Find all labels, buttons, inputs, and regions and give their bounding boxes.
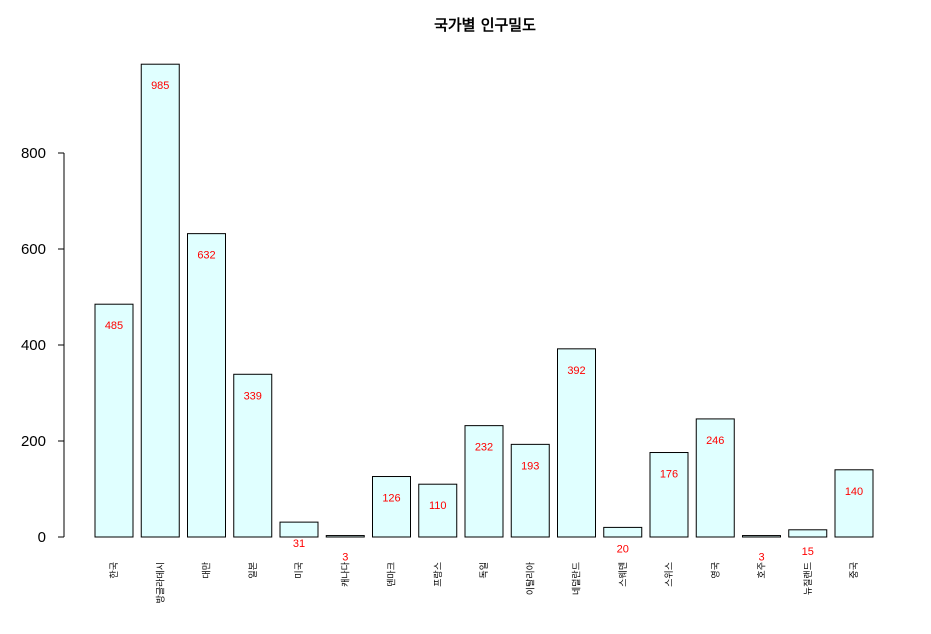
- x-tick-label: 스위스: [664, 562, 675, 587]
- bar: [372, 476, 411, 538]
- bar: [187, 233, 226, 538]
- data-label: 176: [660, 469, 678, 481]
- data-label: 232: [475, 442, 493, 454]
- x-tick-labels-group: 한국 방글라데시 대만 일본 미국 캐나다 덴마크 프랑스 독일 이탈리아 네덜란드 스웨덴 스위스 영국…: [109, 561, 860, 603]
- data-label: 485: [105, 320, 123, 332]
- data-label: 31: [293, 538, 305, 550]
- data-label: 3: [758, 552, 764, 564]
- x-tick-label: 일본: [248, 562, 259, 579]
- data-label: 15: [802, 546, 814, 558]
- data-labels-group: 485 985 632 339 31 3 126 110 232 193 392 20 176 246 3 1…: [105, 80, 863, 563]
- x-tick-label: 뉴질랜드: [802, 562, 814, 595]
- x-tick-label: 네덜란드: [571, 562, 583, 595]
- bar: [649, 452, 689, 538]
- bar: [834, 469, 874, 538]
- bar: [418, 483, 458, 538]
- x-tick-label: 대만: [202, 562, 213, 579]
- bar: [464, 425, 504, 538]
- data-label: 110: [429, 500, 447, 512]
- x-tick-label: 덴마크: [387, 562, 398, 587]
- x-tick-label: 독일: [479, 562, 490, 579]
- y-axis: 0 200 400 600 800: [21, 145, 65, 546]
- bar: [695, 418, 735, 538]
- bar: [510, 443, 550, 538]
- y-tick-label: 200: [21, 433, 46, 450]
- y-tick-label: 0: [38, 529, 46, 546]
- bar: [557, 348, 596, 538]
- x-tick-label: 중국: [849, 562, 860, 579]
- x-tick-label: 영국: [710, 562, 721, 579]
- bar: [742, 535, 781, 538]
- x-tick-label: 방글라데시: [155, 562, 166, 603]
- bar: [233, 373, 273, 538]
- bar: [603, 526, 643, 538]
- data-label: 632: [197, 250, 215, 262]
- data-label: 246: [706, 435, 724, 447]
- x-tick-label: 호주: [757, 562, 768, 579]
- data-label: 339: [244, 390, 262, 402]
- bars-group: [94, 63, 874, 538]
- data-label: 20: [617, 543, 629, 555]
- data-label: 985: [151, 80, 169, 92]
- bar: [788, 529, 828, 538]
- y-tick-label: 600: [21, 241, 46, 258]
- data-label: 3: [342, 552, 348, 564]
- x-tick-label: 캐나다: [340, 561, 351, 587]
- bar: [279, 521, 319, 538]
- bar: [325, 535, 365, 538]
- y-tick-label: 800: [21, 145, 46, 162]
- data-label: 392: [567, 365, 585, 377]
- data-label: 193: [521, 460, 539, 472]
- data-label: 140: [845, 486, 863, 498]
- bar: [140, 63, 180, 538]
- x-tick-label: 미국: [294, 562, 305, 579]
- y-tick-label: 400: [21, 337, 46, 354]
- data-label: 126: [382, 493, 400, 505]
- x-tick-label: 이탈리아: [525, 561, 536, 595]
- x-tick-label: 프랑스: [432, 562, 444, 587]
- x-tick-label: 스웨덴: [617, 562, 629, 587]
- x-tick-label: 한국: [109, 562, 120, 579]
- chart-title: 국가별 인구밀도: [434, 16, 536, 34]
- bar: [94, 303, 134, 538]
